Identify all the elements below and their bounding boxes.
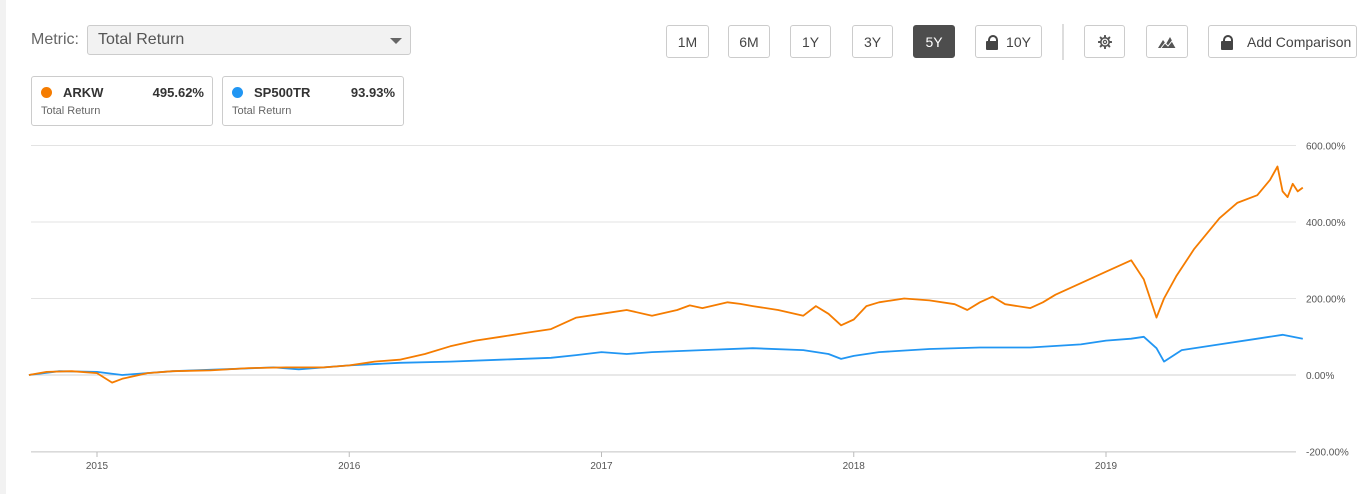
x-tick-label: 2016 [338, 461, 361, 472]
y-tick-label: 0.00% [1306, 371, 1334, 382]
legend-card-arkw[interactable]: ARKW 495.62% Total Return [31, 76, 213, 126]
range-button-6m[interactable]: 6M [728, 25, 770, 58]
x-tick-label: 2018 [843, 461, 866, 472]
legend-value: 93.93% [350, 85, 395, 100]
x-tick-label: 2019 [1095, 461, 1118, 472]
legend-dot-sp500tr [232, 87, 243, 98]
page-edge [0, 0, 6, 494]
x-tick-label: 2015 [86, 461, 109, 472]
x-tick-label: 2017 [590, 461, 613, 472]
legend-symbol: ARKW [63, 85, 104, 100]
add-comparison-button[interactable]: Add Comparison [1208, 25, 1357, 58]
metric-dropdown[interactable]: Total Return [87, 25, 411, 55]
settings-button[interactable] [1084, 25, 1125, 58]
range-button-3y[interactable]: 3Y [852, 25, 893, 58]
metric-label: Metric: [31, 31, 79, 48]
legend-subtitle: Total Return [41, 105, 101, 117]
mountain-chart-icon [1158, 36, 1177, 48]
legend-symbol: SP500TR [254, 85, 311, 100]
legend-dot-arkw [41, 87, 52, 98]
series-line-arkw [28, 165, 1304, 384]
add-comparison-label: Add Comparison [1247, 33, 1352, 50]
legend-subtitle: Total Return [232, 105, 292, 117]
legend-value: 495.62% [152, 85, 204, 100]
range-button-1m[interactable]: 1M [666, 25, 709, 58]
y-tick-label: 200.00% [1306, 295, 1346, 306]
caret-down-icon [390, 38, 402, 44]
range-button-5y[interactable]: 5Y [913, 25, 955, 58]
range-button-1y[interactable]: 1Y [790, 25, 831, 58]
toolbar-separator [1062, 24, 1064, 60]
lock-icon [986, 34, 999, 50]
chart-type-button[interactable] [1146, 25, 1188, 58]
lock-icon [1221, 34, 1233, 50]
y-tick-label: 600.00% [1306, 142, 1346, 153]
range-button-10y-label: 10Y [1006, 33, 1031, 50]
metric-dropdown-value: Total Return [98, 31, 185, 48]
y-tick-label: -200.00% [1306, 448, 1349, 459]
range-button-10y[interactable]: 10Y [975, 25, 1042, 58]
legend-card-sp500tr[interactable]: SP500TR 93.93% Total Return [222, 76, 404, 126]
gear-icon [1097, 34, 1112, 49]
y-tick-label: 400.00% [1306, 218, 1346, 229]
